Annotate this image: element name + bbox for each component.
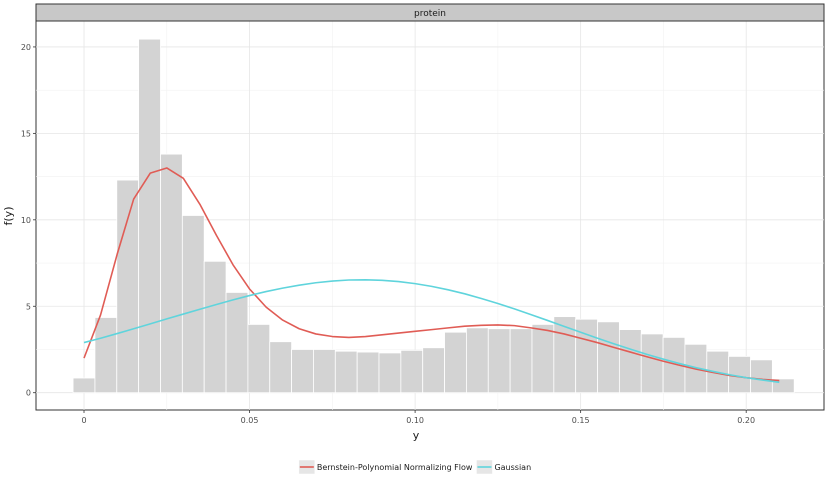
histogram-bar	[487, 328, 511, 394]
density-lines	[83, 167, 780, 384]
histogram-bar	[225, 292, 249, 394]
x-axis-ticks: 0 0.05 0.10 0.15 0.20	[81, 410, 755, 425]
legend-label: Bernstein-Polynomial Normalizing Flow	[317, 463, 473, 472]
facet-title: protein	[414, 9, 446, 19]
x-axis-label: y	[413, 429, 420, 442]
histogram-bar	[597, 321, 620, 394]
histogram-bar	[618, 329, 642, 394]
histogram-bar	[160, 153, 183, 394]
y-axis-label: f(y)	[2, 207, 15, 226]
histogram-bar	[640, 333, 664, 394]
legend-label: Gaussian	[494, 463, 531, 472]
histogram-bar	[116, 179, 140, 394]
y-tick-label: 20	[21, 43, 31, 52]
x-tick-label: 0.15	[572, 416, 590, 425]
x-tick-label: 0.05	[241, 416, 259, 425]
histogram-bar	[181, 215, 205, 394]
histogram-bar	[203, 260, 227, 394]
x-tick-label: 0.10	[406, 416, 424, 425]
histogram-bar	[553, 316, 577, 394]
series-line-gaussian	[83, 279, 780, 384]
histogram-bar	[531, 324, 555, 394]
histogram-bar	[466, 327, 489, 394]
legend-item-bernstein-flow: Bernstein-Polynomial Normalizing Flow	[298, 459, 473, 475]
y-tick-label: 5	[26, 302, 31, 311]
histogram-bar	[575, 318, 598, 394]
histogram-bar	[378, 352, 402, 394]
histogram-bar	[400, 349, 424, 394]
histogram-bar	[72, 377, 96, 394]
series-line-bernstein-flow	[83, 167, 780, 382]
y-axis-ticks: 0 5 10 15 20	[21, 43, 36, 398]
histogram-bar	[291, 349, 314, 394]
histogram-bar	[94, 317, 118, 394]
x-tick-label: 0	[81, 416, 86, 425]
histogram-bar	[444, 331, 467, 394]
histogram-bar	[356, 351, 380, 394]
y-tick-label: 0	[26, 389, 31, 398]
facet-strip	[35, 3, 825, 22]
legend: Bernstein-Polynomial Normalizing Flow Gau…	[298, 459, 531, 475]
y-tick-label: 15	[21, 129, 31, 138]
histogram-bar	[422, 347, 445, 394]
histogram-bar	[313, 349, 336, 394]
x-tick-label: 0.20	[737, 416, 755, 425]
histogram-bar	[509, 328, 533, 394]
y-tick-label: 10	[21, 216, 31, 225]
legend-item-gaussian: Gaussian	[476, 459, 531, 475]
histogram-bar	[269, 341, 293, 394]
histogram-bar	[138, 38, 161, 394]
histogram-bar	[334, 350, 358, 394]
histogram-bar	[750, 359, 773, 394]
histogram-bar	[247, 324, 271, 394]
